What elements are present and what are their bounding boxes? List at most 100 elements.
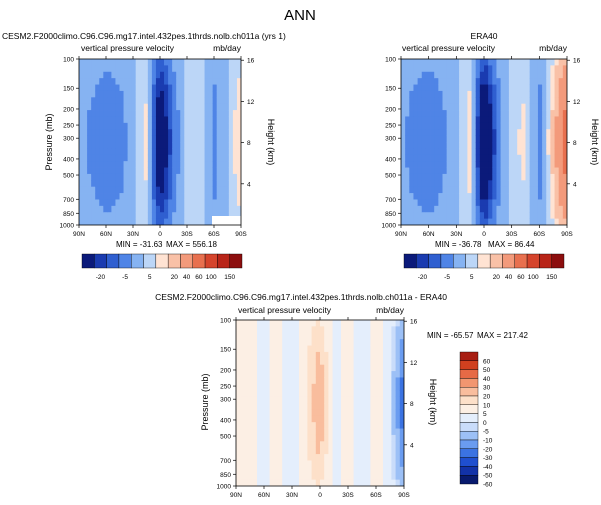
- panel-difference-min: MIN = -65.57: [427, 331, 474, 340]
- panel-reference-cell: [417, 103, 423, 111]
- panel-reference-cell: [529, 122, 535, 130]
- panel-reference-cell: [413, 110, 418, 117]
- panel-model-cell: [151, 199, 157, 207]
- panel-model-cell: [176, 90, 181, 98]
- panel-reference-cell: [417, 180, 423, 188]
- panel-reference-cell: [550, 129, 555, 137]
- panel-model-cell: [232, 173, 238, 181]
- panel-reference-cell: [450, 59, 456, 66]
- panel-model-cell: [212, 205, 218, 213]
- panel-model-cell: [119, 97, 124, 105]
- panel-model-cell: [232, 186, 238, 194]
- panel-difference-cell: [362, 339, 367, 346]
- panel-model-cell: [79, 167, 84, 175]
- panel-reference-cell: [542, 180, 547, 188]
- panel-difference-cell: [294, 422, 300, 429]
- panel-difference-cell: [353, 377, 359, 385]
- panel-model-cell: [95, 180, 100, 188]
- panel-difference-cell: [357, 473, 363, 481]
- panel-difference-cell: [357, 479, 363, 486]
- panel-reference-cell: [558, 65, 564, 73]
- panel-difference-cell: [278, 428, 283, 436]
- panel-reference-cell: [479, 116, 485, 124]
- panel-difference-cell: [349, 358, 354, 366]
- panel-reference-cell: [529, 110, 535, 117]
- panel-reference-cell: [405, 148, 410, 156]
- panel-model-cell: [131, 122, 137, 130]
- panel-difference-cell: [261, 396, 266, 404]
- panel-model-cell: [196, 59, 201, 66]
- panel-difference-cell: [345, 371, 350, 378]
- panel-reference-cell: [521, 129, 526, 137]
- panel-model-cell: [87, 199, 92, 207]
- y-tick-label: 500: [220, 434, 231, 441]
- panel-model-cell: [164, 71, 169, 79]
- panel-difference-cell: [395, 415, 401, 423]
- panel-model-cell: [168, 59, 173, 66]
- panel-reference-cell: [438, 59, 443, 66]
- panel-difference-cell: [374, 415, 380, 423]
- panel-reference: ERA40 vertical pressure velocity mb/day …: [382, 31, 600, 281]
- panel-model-cell: [192, 122, 197, 130]
- panel-reference-cell: [463, 103, 468, 111]
- panel-reference-cell: [521, 78, 526, 85]
- panel-difference-cell: [265, 396, 270, 404]
- panel-reference-cell: [438, 161, 443, 168]
- panel-difference-cell: [273, 371, 279, 378]
- panel-difference-cell: [252, 428, 258, 436]
- panel-difference-cell: [278, 371, 283, 378]
- panel-difference-cell: [286, 454, 291, 461]
- panel-difference-cell: [282, 415, 287, 423]
- panel-model-cell: [151, 218, 157, 225]
- panel-model-cell: [151, 97, 157, 105]
- panel-reference-cell: [500, 205, 506, 213]
- panel-reference-cell: [508, 193, 514, 200]
- panel-reference-cell: [537, 78, 543, 85]
- panel-difference-cell: [320, 466, 325, 474]
- panel-model-cell: [184, 186, 189, 194]
- panel-reference-cell: [459, 122, 464, 130]
- panel-difference-cell: [336, 479, 342, 486]
- colorbar-swatch: [416, 253, 429, 269]
- panel-reference-cell: [409, 103, 414, 111]
- panel-reference-cell: [508, 212, 514, 220]
- panel-reference-cell: [454, 71, 460, 79]
- panel-difference-cell: [320, 364, 325, 372]
- panel-model-cell: [115, 116, 120, 124]
- panel-model-cell: [119, 142, 124, 149]
- panel-reference-cell: [496, 84, 501, 92]
- panel-reference-cell: [409, 97, 414, 105]
- panel-reference-cell: [446, 78, 452, 85]
- panel-difference-cell: [303, 383, 308, 391]
- panel-model-cell: [91, 205, 96, 213]
- panel-difference-cell: [345, 466, 350, 474]
- panel-reference-cell: [484, 65, 489, 73]
- panel-reference-cell: [504, 84, 510, 92]
- panel-model-cell: [224, 116, 230, 124]
- panel-difference-cell: [399, 447, 404, 455]
- panel-model-cell: [99, 161, 104, 168]
- panel-reference-cell: [434, 205, 439, 213]
- panel-reference-cell: [562, 135, 567, 143]
- panel-reference-cell: [446, 180, 452, 188]
- panel-model-cell: [151, 78, 157, 85]
- panel-model-cell: [139, 180, 145, 188]
- panel-reference-cell: [529, 97, 535, 105]
- panel-reference-cell: [517, 218, 522, 225]
- panel-reference-cell: [434, 135, 439, 143]
- panel-difference-cell: [278, 479, 283, 486]
- panel-difference-cell: [299, 364, 304, 372]
- panel-reference-cell: [562, 103, 567, 111]
- panel-model-cell: [220, 122, 226, 130]
- panel-reference-cell: [459, 212, 464, 220]
- panel-reference-cell: [504, 135, 510, 143]
- panel-model-cell: [107, 142, 112, 149]
- panel-model-cell: [196, 142, 201, 149]
- panel-model-cell: [172, 116, 177, 124]
- y-tick-label: 700: [63, 197, 74, 204]
- panel-difference-cell: [349, 390, 354, 398]
- panel-reference-cell: [463, 193, 468, 200]
- panel-difference-cell: [257, 454, 262, 461]
- panel-reference-cell: [459, 142, 464, 149]
- panel-difference-cell: [252, 332, 258, 340]
